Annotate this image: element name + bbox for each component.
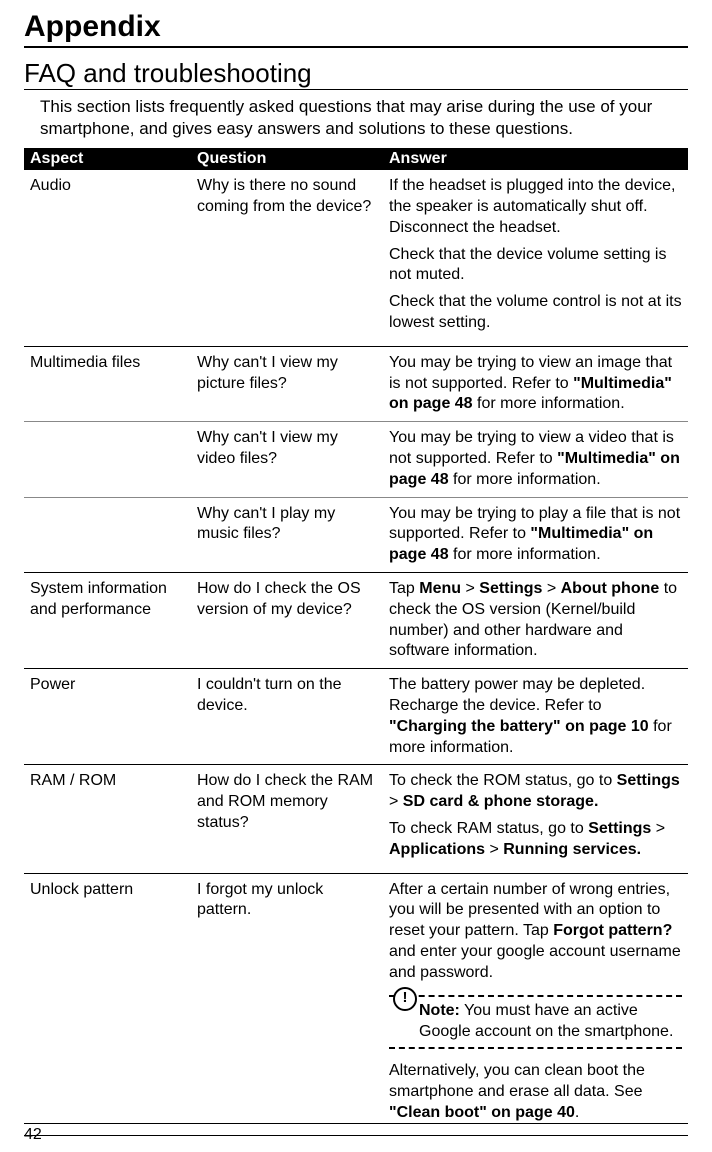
menu-path: Settings — [479, 580, 542, 597]
table-row: Power I couldn't turn on the device. The… — [24, 669, 688, 765]
table-row: Unlock pattern I forgot my unlock patter… — [24, 873, 688, 1136]
header-answer: Answer — [383, 148, 688, 170]
table-row: Why can't I play my music files? You may… — [24, 497, 688, 572]
note-label: Note: — [419, 1002, 460, 1019]
menu-path: SD card & phone storage. — [403, 793, 599, 810]
cell-answer: If the headset is plugged into the devic… — [383, 170, 688, 346]
answer-text: The battery power may be depleted. Recha… — [389, 676, 645, 714]
answer-text: After a certain number of wrong entries,… — [389, 880, 682, 984]
warning-icon: ! — [393, 987, 417, 1011]
intro-paragraph: This section lists frequently asked ques… — [40, 96, 688, 140]
path-sep: > — [461, 580, 479, 597]
answer-text: To check the ROM status, go to Settings … — [389, 771, 682, 813]
cell-question: Why is there no sound coming from the de… — [191, 170, 383, 346]
answer-text: Tap — [389, 580, 419, 597]
section-subtitle: FAQ and troubleshooting — [24, 58, 688, 90]
reference-link: "Clean boot" on page 40 — [389, 1104, 575, 1121]
cell-aspect: System information and performance — [24, 572, 191, 668]
cell-question: Why can't I play my music files? — [191, 497, 383, 572]
cell-answer: Tap Menu > Settings > About phone to che… — [383, 572, 688, 668]
page-title: Appendix — [24, 10, 688, 48]
cell-answer: The battery power may be depleted. Recha… — [383, 669, 688, 765]
cell-answer: You may be trying to view a video that i… — [383, 422, 688, 497]
menu-path: Menu — [419, 580, 461, 597]
table-row: RAM / ROM How do I check the RAM and ROM… — [24, 765, 688, 873]
header-question: Question — [191, 148, 383, 170]
page-footer: 42 — [24, 1123, 688, 1144]
path-sep: > — [389, 793, 403, 810]
cell-aspect: Unlock pattern — [24, 873, 191, 1136]
table-row: Multimedia files Why can't I view my pic… — [24, 346, 688, 421]
cell-question: Why can't I view my picture files? — [191, 346, 383, 421]
faq-table: Aspect Question Answer Audio Why is ther… — [24, 148, 688, 1136]
answer-text: for more information. — [473, 395, 625, 412]
reference-link: "Charging the battery" on page 10 — [389, 718, 649, 735]
answer-text: Alternatively, you can clean boot the sm… — [389, 1061, 682, 1123]
answer-text: Alternatively, you can clean boot the sm… — [389, 1062, 645, 1100]
cell-question: Why can't I view my video files? — [191, 422, 383, 497]
cell-question: I couldn't turn on the device. — [191, 669, 383, 765]
cell-answer: After a certain number of wrong entries,… — [383, 873, 688, 1136]
menu-path: Running services. — [503, 841, 641, 858]
cell-answer: You may be trying to play a file that is… — [383, 497, 688, 572]
cell-aspect: RAM / ROM — [24, 765, 191, 873]
answer-text: Check that the volume control is not at … — [389, 292, 682, 334]
cell-answer: You may be trying to view an image that … — [383, 346, 688, 421]
cell-question: How do I check the OS version of my devi… — [191, 572, 383, 668]
cell-aspect — [24, 422, 191, 497]
answer-text: To check RAM status, go to Settings > Ap… — [389, 819, 682, 861]
answer-text: To check RAM status, go to — [389, 820, 588, 837]
table-row: Why can't I view my video files? You may… — [24, 422, 688, 497]
menu-path: Settings — [588, 820, 651, 837]
answer-text: for more information. — [449, 471, 601, 488]
answer-text: To check the ROM status, go to — [389, 772, 617, 789]
cell-question: How do I check the RAM and ROM memory st… — [191, 765, 383, 873]
ui-label: Forgot pattern? — [553, 922, 672, 939]
table-row: Audio Why is there no sound coming from … — [24, 170, 688, 346]
menu-path: Settings — [617, 772, 680, 789]
answer-text: and enter your google account username a… — [389, 943, 681, 981]
cell-aspect: Power — [24, 669, 191, 765]
path-sep: > — [542, 580, 560, 597]
answer-text: If the headset is plugged into the devic… — [389, 176, 682, 238]
cell-question: I forgot my unlock pattern. — [191, 873, 383, 1136]
answer-text: Check that the device volume setting is … — [389, 245, 682, 287]
path-sep: > — [485, 841, 503, 858]
cell-aspect: Audio — [24, 170, 191, 346]
cell-aspect — [24, 497, 191, 572]
cell-aspect: Multimedia files — [24, 346, 191, 421]
path-sep: > — [651, 820, 665, 837]
note-callout: ! Note: You must have an active Google a… — [389, 991, 682, 1053]
page-number: 42 — [24, 1126, 42, 1143]
menu-path: About phone — [561, 580, 660, 597]
cell-answer: To check the ROM status, go to Settings … — [383, 765, 688, 873]
answer-text: . — [575, 1104, 579, 1121]
answer-text: for more information. — [449, 546, 601, 563]
header-aspect: Aspect — [24, 148, 191, 170]
table-row: System information and performance How d… — [24, 572, 688, 668]
menu-path: Applications — [389, 841, 485, 858]
